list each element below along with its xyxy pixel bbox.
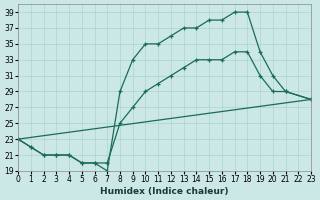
X-axis label: Humidex (Indice chaleur): Humidex (Indice chaleur) bbox=[100, 187, 229, 196]
